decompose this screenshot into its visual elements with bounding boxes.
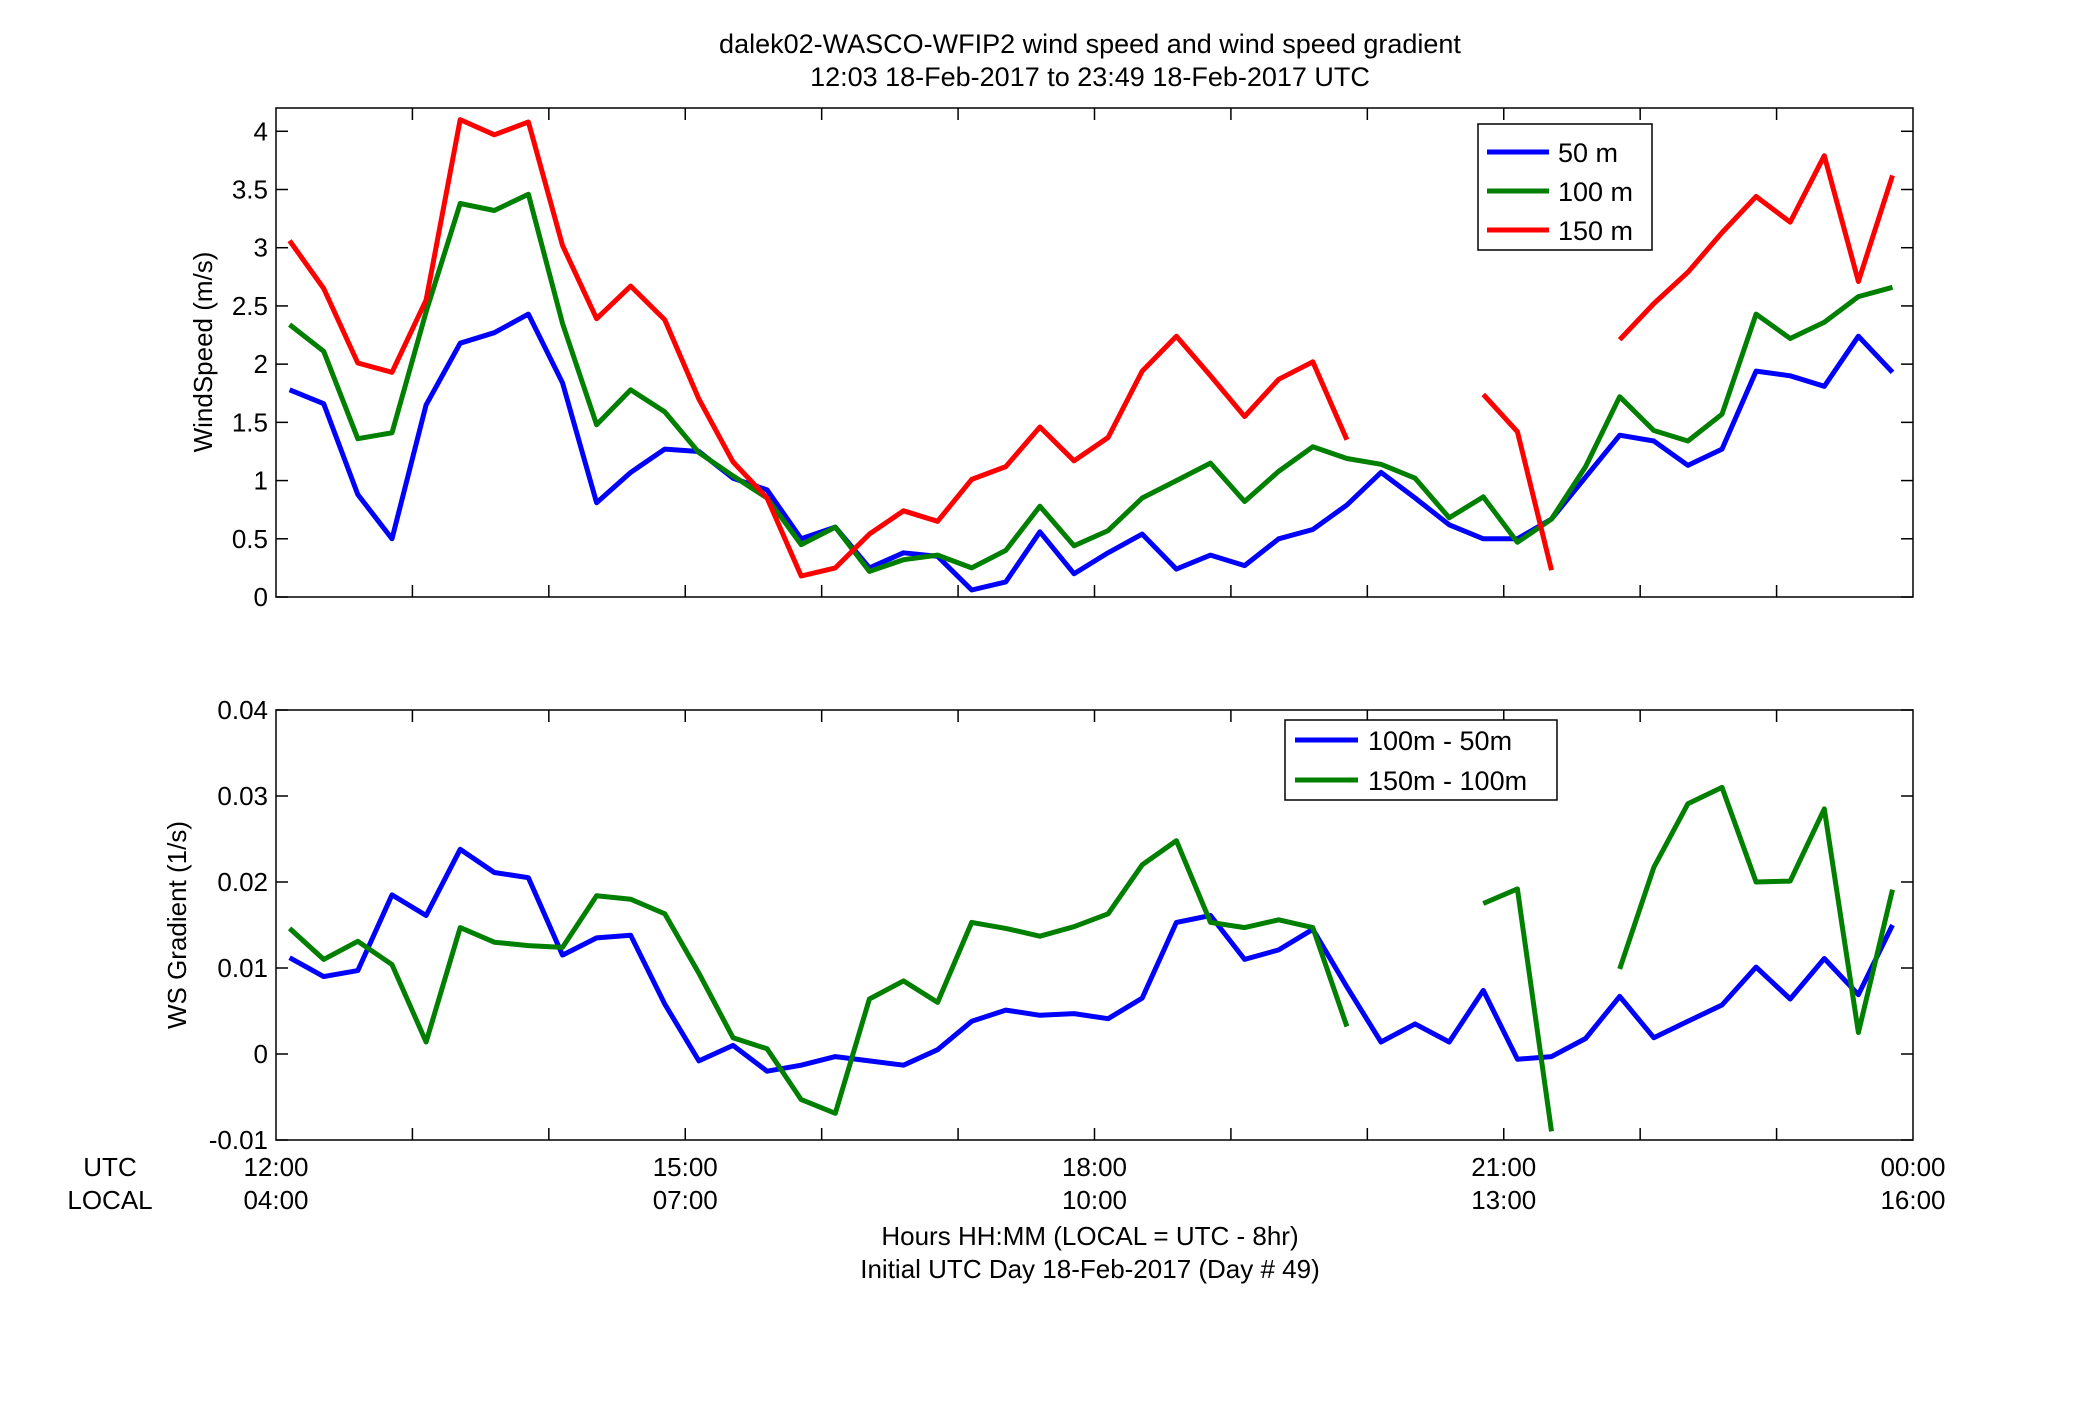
- windspeed-ytick-label: 4: [254, 116, 268, 146]
- windspeed-panel: 0 0.5 1 1.5 2 2.5 3 3.5 4 WindSpeed (m/s) 50 m 1…: [188, 107, 1914, 612]
- windspeed-ytick-label: 3.5: [232, 175, 268, 205]
- gradient-panel: -0.01 0 0.01 0.02 0.03 0.04 WS Gradient (1/s)…: [162, 695, 1914, 1155]
- xtick-label-local: 07:00: [653, 1185, 718, 1215]
- gradient-series-lines: [287, 784, 1895, 1132]
- windspeed-ytick-label: 1.5: [232, 407, 268, 437]
- windspeed-series-line-0: [288, 311, 1895, 593]
- gradient-ytick-label: 0.04: [217, 695, 268, 725]
- gradient-ylabel: WS Gradient (1/s): [162, 821, 192, 1029]
- gradient-legend: 100m - 50m 150m - 100m: [1284, 719, 1558, 801]
- gradient-ytick-label: 0.03: [217, 781, 268, 811]
- gradient-legend-box: [1284, 719, 1558, 801]
- windspeed-ytick-label: 1: [254, 466, 268, 496]
- windspeed-series-line-1: [288, 191, 1894, 574]
- windspeed-ytick-label: 0.5: [232, 524, 268, 554]
- windspeed-ytick-label: 2: [254, 349, 268, 379]
- legend-label-150m-100m: 150m - 100m: [1368, 766, 1527, 796]
- windspeed-ylabel: WindSpeed (m/s): [188, 252, 218, 453]
- windspeed-series-lines: [287, 117, 1895, 593]
- windspeed-ytick-label: 3: [254, 233, 268, 263]
- gradient-ytick-label: 0.01: [217, 953, 268, 983]
- xtick-label-utc: 00:00: [1880, 1152, 1945, 1182]
- xtick-label-local: 16:00: [1880, 1185, 1945, 1215]
- x-axis-label-line1: Hours HH:MM (LOCAL = UTC - 8hr): [881, 1221, 1298, 1251]
- legend-label-150m: 150 m: [1558, 216, 1633, 246]
- xtick-label-local: 10:00: [1062, 1185, 1127, 1215]
- gradient-ytick-label: 0.02: [217, 867, 268, 897]
- xtick-label-utc: 18:00: [1062, 1152, 1127, 1182]
- xtick-label-utc: 21:00: [1471, 1152, 1536, 1182]
- xtick-label-local: 04:00: [243, 1185, 308, 1215]
- local-row-label: LOCAL: [67, 1185, 152, 1215]
- legend-label-50m: 50 m: [1558, 138, 1618, 168]
- windspeed-ytick-label: 2.5: [232, 291, 268, 321]
- xtick-label-local: 13:00: [1471, 1185, 1536, 1215]
- gradient-plot-frame: [275, 709, 1914, 1141]
- chart-title-line1: dalek02-WASCO-WFIP2 wind speed and wind …: [719, 29, 1461, 59]
- legend-label-100m-50m: 100m - 50m: [1368, 726, 1512, 756]
- xtick-label-utc: 12:00: [243, 1152, 308, 1182]
- windspeed-ticks: 0 0.5 1 1.5 2 2.5 3 3.5 4: [232, 108, 1913, 612]
- gradient-ytick-label: -0.01: [209, 1125, 268, 1155]
- utc-row-label: UTC: [83, 1152, 136, 1182]
- chart-title-line2: 12:03 18-Feb-2017 to 23:49 18-Feb-2017 U…: [810, 62, 1370, 92]
- x-axis-label-line2: Initial UTC Day 18-Feb-2017 (Day # 49): [860, 1254, 1320, 1284]
- gradient-series-line-1: [287, 784, 1895, 1132]
- windspeed-plot-frame: [275, 107, 1914, 598]
- windspeed-legend: 50 m 100 m 150 m: [1477, 123, 1653, 251]
- windspeed-series-line-2: [287, 117, 1895, 579]
- xtick-label-utc: 15:00: [653, 1152, 718, 1182]
- legend-label-100m: 100 m: [1558, 177, 1633, 207]
- gradient-series-line-0: [288, 846, 1895, 1074]
- gradient-ytick-label: 0: [254, 1039, 268, 1069]
- windspeed-ytick-label: 0: [254, 582, 268, 612]
